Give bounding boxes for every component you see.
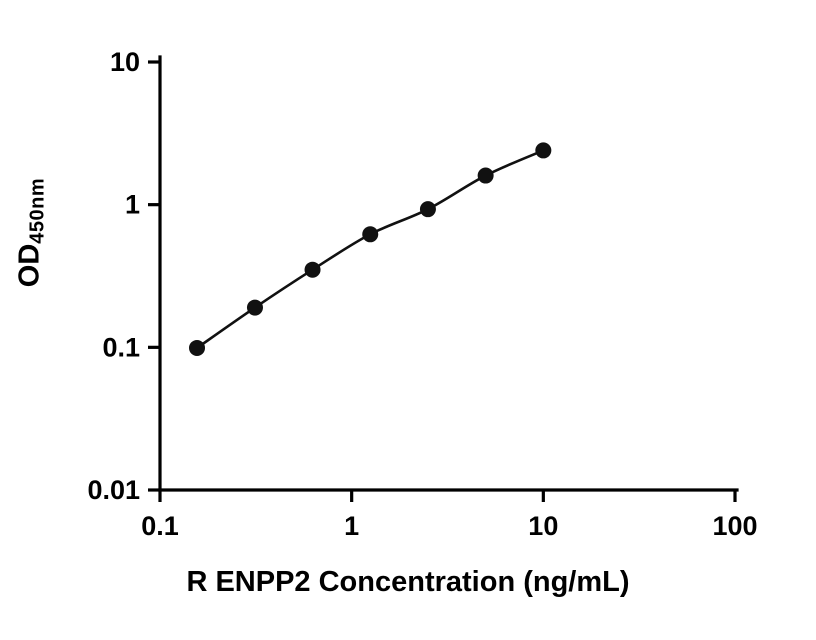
- data-point: [304, 261, 321, 278]
- data-point: [246, 299, 263, 316]
- y-axis-title-main: OD: [13, 243, 46, 288]
- data-point: [362, 226, 379, 243]
- x-tick-label: 10: [528, 511, 558, 541]
- y-axis-title-subscript: 450nm: [26, 177, 49, 244]
- data-point: [419, 201, 436, 218]
- x-tick-label: 0.1: [141, 511, 179, 541]
- data-point: [189, 339, 206, 356]
- data-point: [477, 167, 494, 184]
- x-tick-label: 1: [344, 511, 359, 541]
- x-axis-title: R ENPP2 Concentration (ng/mL): [186, 566, 630, 598]
- y-tick-label: 1: [125, 190, 140, 220]
- y-tick-label: 10: [110, 47, 140, 77]
- data-point: [535, 142, 552, 159]
- y-axis-title: OD450nm: [13, 83, 49, 383]
- x-tick-label: 100: [712, 511, 757, 541]
- y-tick-label: 0.01: [87, 475, 140, 505]
- y-tick-label: 0.1: [102, 332, 140, 362]
